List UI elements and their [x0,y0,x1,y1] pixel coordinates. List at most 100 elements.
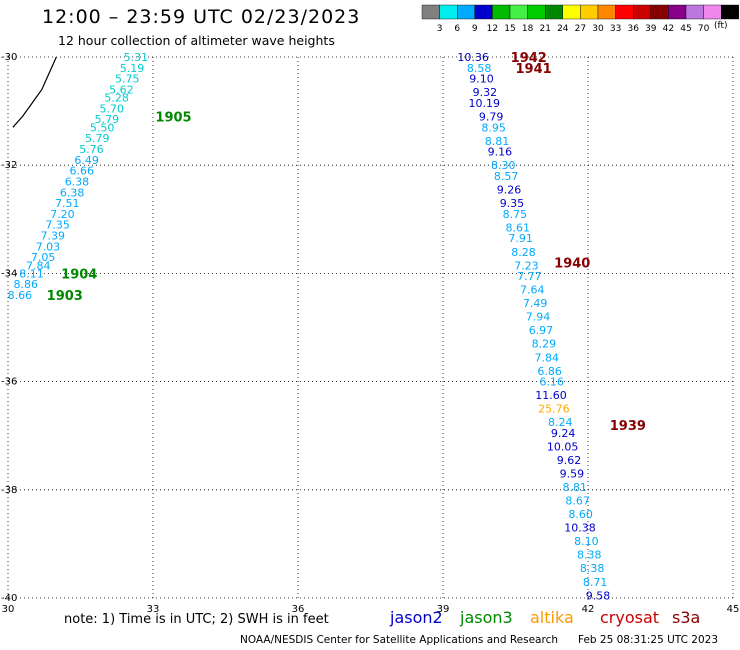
swh-label-cryosat: 9.24 [551,427,576,440]
swh-label-cryosat: 8.81 [563,481,588,494]
colorbar-swatch [615,4,634,20]
swh-label-jason3: 5.50 [90,121,115,134]
swh-label-cryosat: 8.71 [583,576,608,589]
swh-label-jason3: 7.39 [41,230,66,243]
chart-title: 12:00 – 23:59 UTC 02/23/2023 [42,6,361,28]
swh-label-jason3: 5.75 [115,73,140,86]
colorbar-label: 15 [504,24,515,34]
colorbar-swatch [545,4,564,20]
swh-label-cryosat: 8.81 [485,135,510,148]
colorbar-label: 70 [698,24,710,34]
colorbar-label: 45 [680,24,691,34]
colorbar-unit: (ft) [714,21,728,31]
swh-label-cryosat: 8.58 [467,62,492,75]
colorbar-swatch [597,4,616,20]
colorbar-label: 12 [487,24,498,34]
colorbar-label: 36 [627,24,639,34]
swh-label-jason3: 7.03 [36,240,61,253]
colorbar-label: 33 [610,24,621,34]
colorbar-swatch [562,4,581,20]
swh-label-cryosat: 9.62 [557,454,582,467]
x-tick-label: 30 [2,604,15,615]
swh-label-cryosat: 9.26 [497,184,522,197]
colorbar-swatch [668,4,687,20]
colorbar-label: 39 [645,24,657,34]
legend-item-jason3: jason3 [460,608,513,627]
swh-label-jason3: 5.28 [104,92,129,105]
swh-label-cryosat: 8.10 [574,535,599,548]
swh-label-jason3: 6.66 [70,165,95,178]
swh-label-cryosat: 9.16 [488,146,513,159]
colorbar-swatch [703,4,722,20]
time-label: 1941 [516,62,552,77]
swh-label-cryosat: 8.67 [565,495,590,508]
swh-label-cryosat: 7.49 [523,297,548,310]
coastline [12,56,57,128]
x-tick-label: 33 [147,604,160,615]
swh-label-jason3: 8.11 [19,267,44,280]
time-label: 1903 [47,289,83,304]
swh-label-cryosat: 7.84 [535,351,560,364]
y-tick-label: -34 [1,268,17,279]
swh-label-cryosat: 8.57 [494,170,519,183]
x-tick-label: 45 [727,604,740,615]
swh-label-cryosat: 10.19 [469,97,501,110]
swh-label-cryosat: 9.79 [479,111,504,124]
swh-label-jason3: 6.49 [74,154,99,167]
y-tick-label: -36 [1,377,17,388]
swh-label-cryosat: 9.59 [560,468,585,481]
swh-label-jason3: 5.79 [95,113,120,126]
swh-label-jason3: 7.20 [50,208,75,221]
swh-label-cryosat: 8.60 [568,508,593,521]
colorbar-swatch [633,4,652,20]
swh-label-cryosat: 11.60 [535,389,567,402]
colorbar-label: 42 [663,24,674,34]
colorbar-swatch [492,4,511,20]
swh-label-cryosat: 6.86 [537,365,562,378]
swh-label-jason3: 7.35 [45,219,70,232]
swh-label-cryosat: 8.30 [491,159,516,172]
timestamp: Feb 25 08:31:25 UTC 2023 [578,634,718,646]
colorbar-label: 21 [539,24,550,34]
swh-label-cryosat: 25.76 [538,403,570,416]
swh-label-jason3: 6.38 [65,175,90,188]
swh-label-cryosat: 10.36 [457,51,489,64]
swh-label-cryosat: 7.77 [517,270,542,283]
time-label: 1904 [61,267,97,282]
y-tick-label: -38 [1,485,17,496]
chart-subtitle: 12 hour collection of altimeter wave hei… [58,33,335,48]
swh-label-jason3: 5.62 [109,83,134,96]
time-label: 1939 [610,419,646,434]
colorbar-swatch [527,4,546,20]
colorbar-label: 6 [454,24,460,34]
colorbar-swatch [509,4,528,20]
colorbar-swatch [457,4,476,20]
colorbar-swatch [685,4,704,20]
swh-label-cryosat: 7.23 [514,259,539,272]
colorbar-swatch [580,4,599,20]
swh-label-jason3: 5.79 [85,132,110,145]
swh-label-cryosat: 9.35 [500,197,525,210]
swh-label-cryosat: 8.29 [532,338,557,351]
swh-label-cryosat: 7.94 [526,311,551,324]
swh-label-cryosat: 8.75 [503,208,528,221]
colorbar-swatch [650,4,669,20]
y-tick-label: -30 [1,52,17,63]
swh-label-jason3: 8.66 [8,289,33,302]
colorbar-label: 30 [592,24,604,34]
legend-item-altika: altika [530,608,574,627]
colorbar-label: 18 [522,24,534,34]
time-label: 1940 [554,257,590,272]
swh-label-cryosat: 8.38 [577,549,602,562]
swh-label-cryosat: 10.38 [564,522,596,535]
swh-label-cryosat: 8.38 [580,562,605,575]
swh-label-jason3: 7.05 [31,251,56,264]
swh-label-cryosat: 9.10 [469,73,494,86]
swh-label-jason3: 8.86 [13,278,38,291]
swh-label-cryosat: 7.91 [508,232,533,245]
x-tick-label: 42 [582,604,595,615]
x-tick-label: 39 [437,604,450,615]
legend-item-jason2: jason2 [390,608,443,627]
swh-label-jason3: 5.19 [120,62,145,75]
